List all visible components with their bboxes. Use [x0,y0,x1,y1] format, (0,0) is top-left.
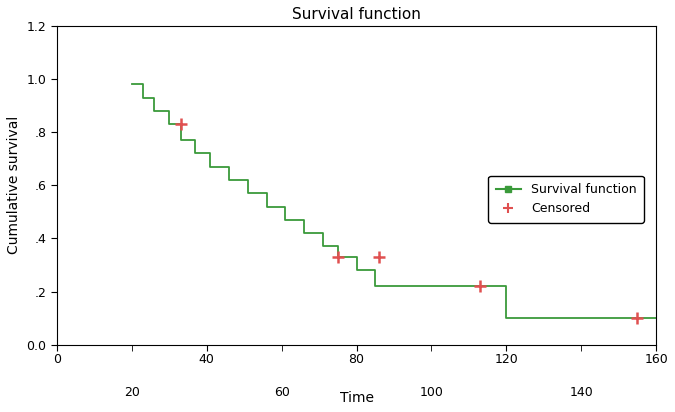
Legend: Survival function, Censored: Survival function, Censored [488,176,644,223]
Text: 100: 100 [420,386,443,399]
Y-axis label: Cumulative survival: Cumulative survival [7,116,21,255]
Text: 140: 140 [570,386,593,399]
X-axis label: Time: Time [340,391,373,405]
Title: Survival function: Survival function [292,7,421,22]
Text: 20: 20 [124,386,140,399]
Text: 60: 60 [273,386,290,399]
